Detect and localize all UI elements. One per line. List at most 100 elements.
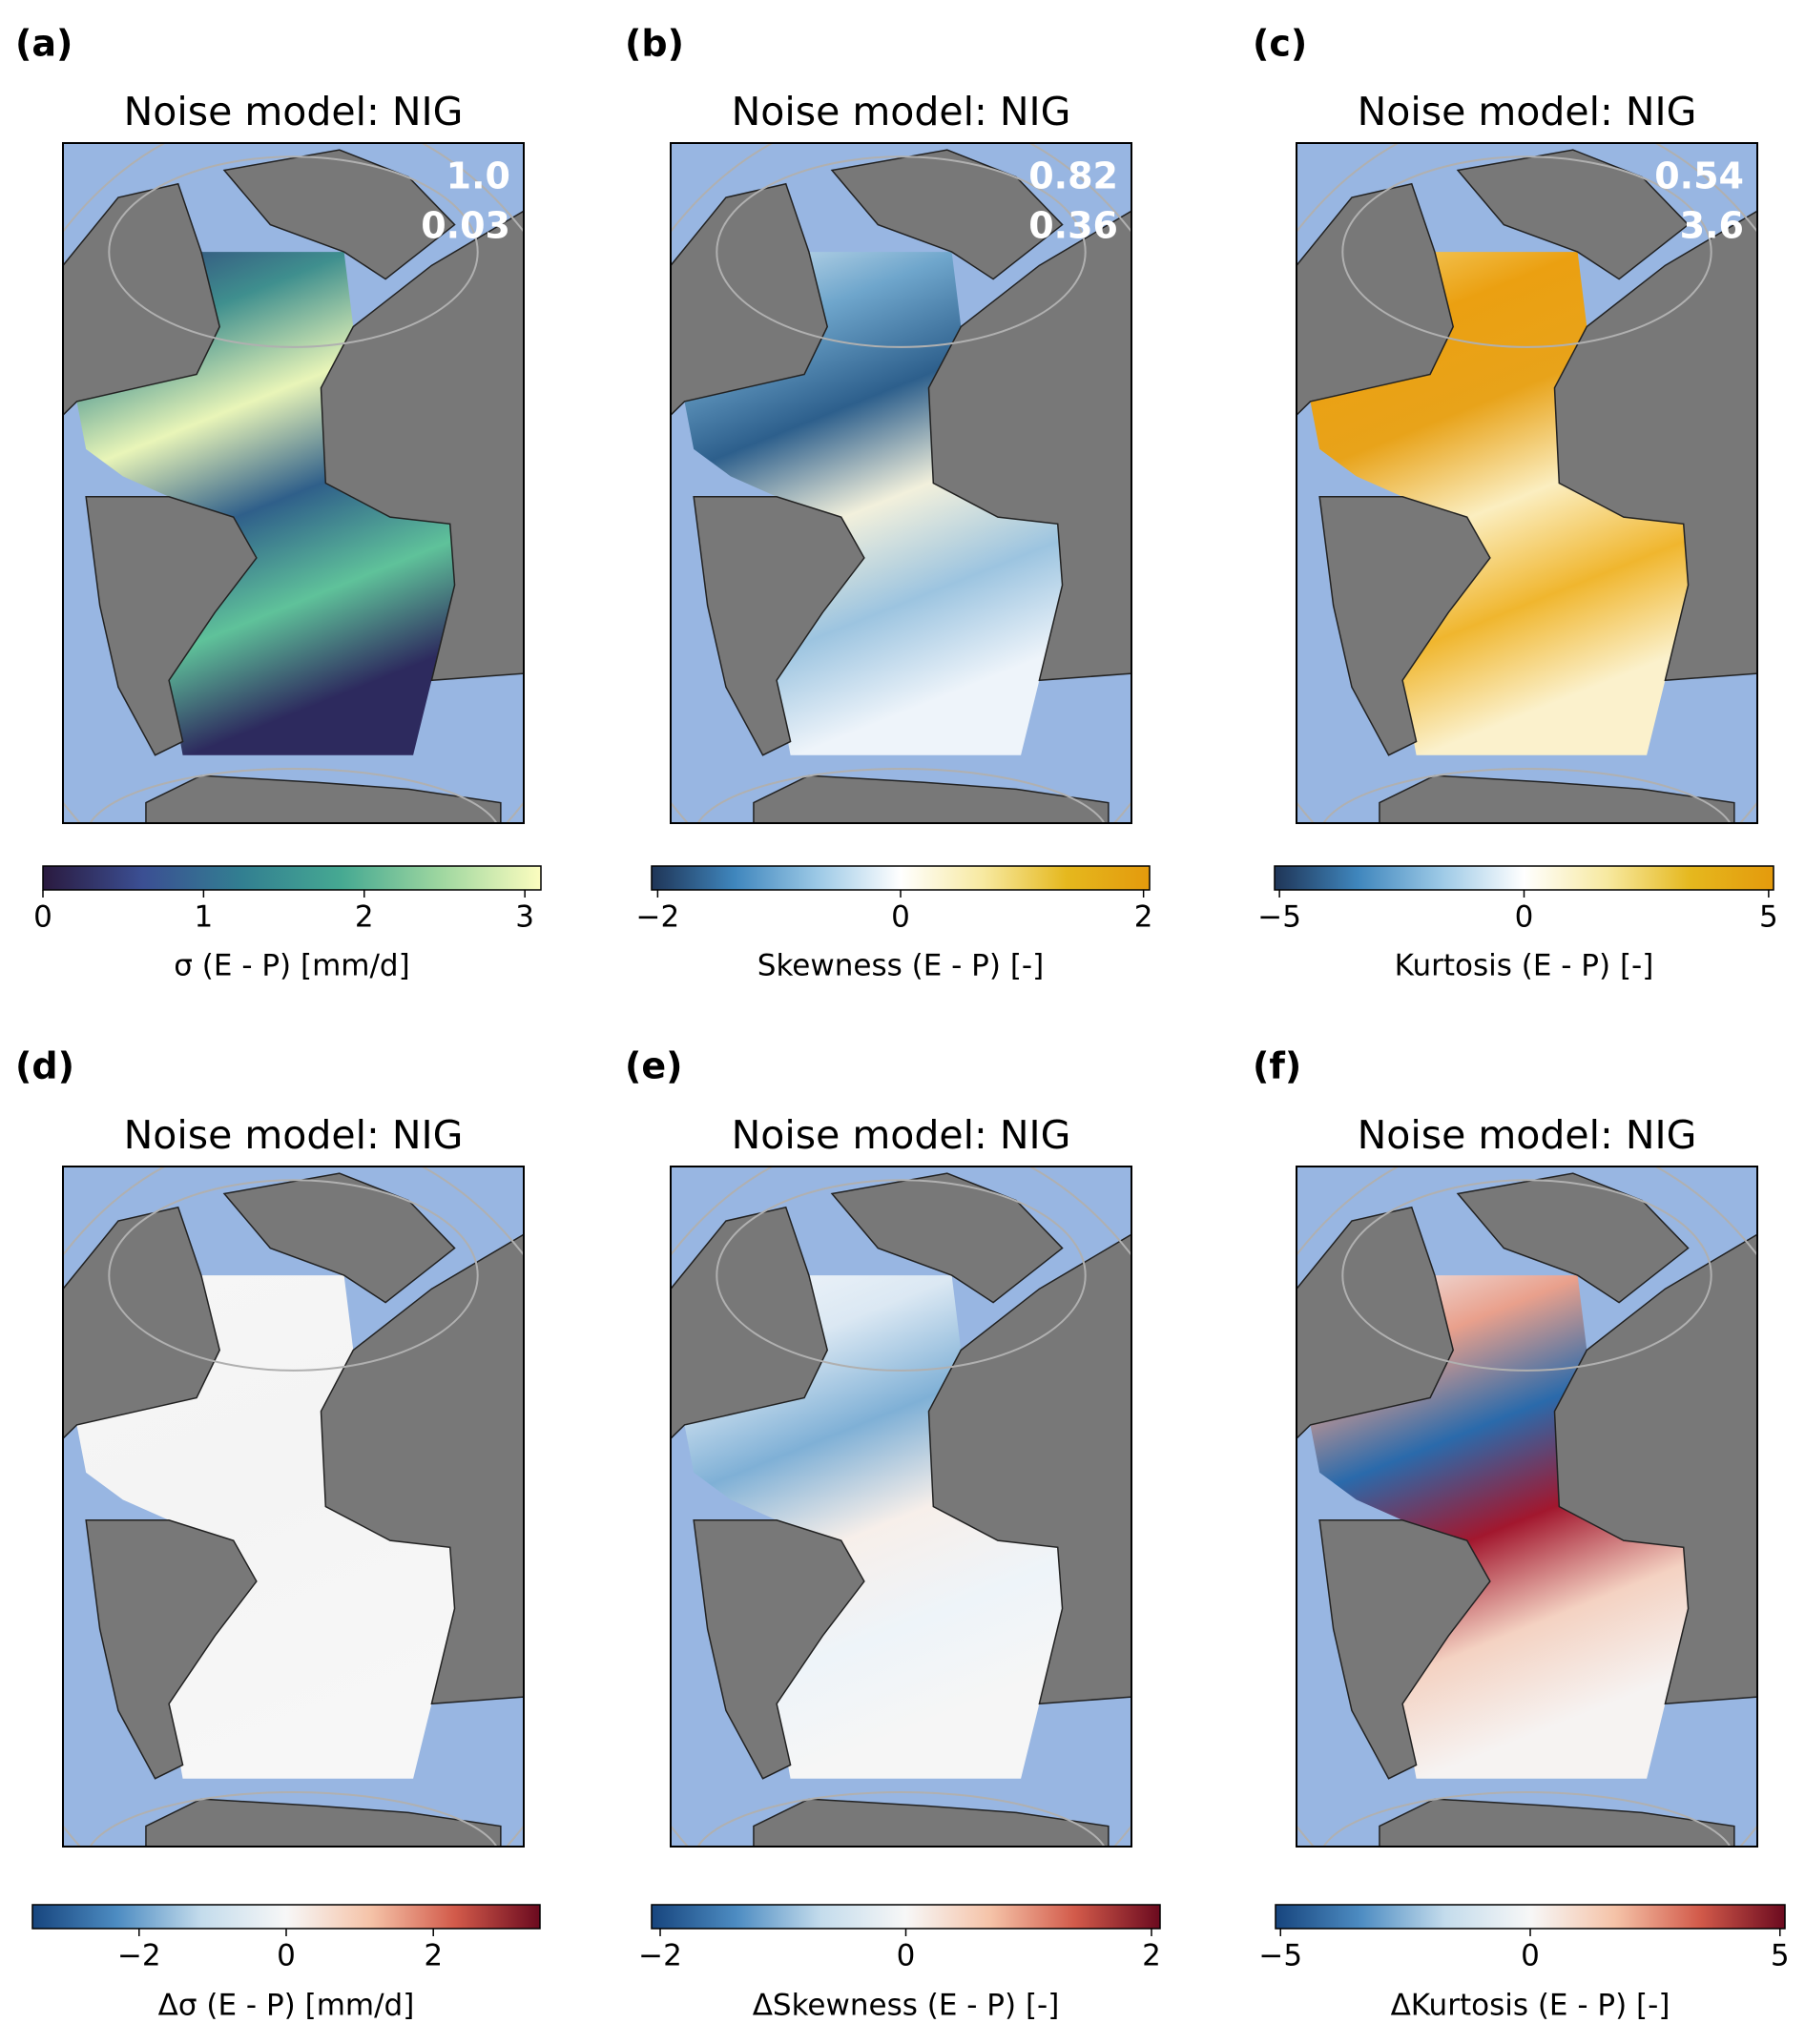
land bbox=[1553, 210, 1757, 682]
map-frame bbox=[1296, 142, 1758, 824]
panel-label: (c) bbox=[1253, 23, 1307, 65]
colorbar bbox=[31, 1904, 541, 1930]
map bbox=[1297, 1167, 1757, 1847]
colorbar-label: ΔSkewness (E - P) [-] bbox=[753, 1989, 1060, 2023]
tick-label: 2 bbox=[1142, 1939, 1161, 1973]
map-frame bbox=[62, 142, 525, 824]
panel: (b) Noise model: NIG 0.82 0.36 −2 0 2 Skewness … bbox=[625, 23, 1153, 983]
land bbox=[671, 182, 829, 417]
land bbox=[1456, 149, 1690, 280]
colorbar bbox=[1274, 865, 1774, 891]
tick-label: −2 bbox=[117, 1939, 161, 1973]
panel-title: Noise model: NIG bbox=[732, 89, 1071, 134]
map bbox=[671, 143, 1131, 823]
tick-label: 5 bbox=[1759, 900, 1778, 935]
land bbox=[830, 149, 1064, 280]
land bbox=[671, 1206, 829, 1440]
tick-label: −5 bbox=[1258, 1939, 1302, 1973]
tick-label: 5 bbox=[1771, 1939, 1790, 1973]
land bbox=[1456, 1172, 1690, 1304]
colorbar-label: ΔKurtosis (E - P) [-] bbox=[1391, 1989, 1670, 2023]
land bbox=[63, 182, 221, 417]
land bbox=[85, 496, 258, 756]
tick-label: 0 bbox=[1521, 1939, 1540, 1973]
graticule bbox=[108, 1179, 479, 1372]
map-frame bbox=[670, 142, 1132, 824]
map-frame bbox=[670, 1166, 1132, 1848]
colorbar-label: Kurtosis (E - P) [-] bbox=[1395, 949, 1654, 983]
map bbox=[63, 143, 524, 823]
land bbox=[1318, 496, 1491, 756]
stat-value: 3.6 bbox=[1680, 205, 1744, 247]
panel-title: Noise model: NIG bbox=[124, 89, 464, 134]
map bbox=[1297, 143, 1757, 823]
land bbox=[222, 1172, 456, 1304]
land bbox=[63, 1206, 221, 1440]
graticule bbox=[696, 767, 1106, 823]
land bbox=[1297, 182, 1455, 417]
colorbar-label: Δσ (E - P) [mm/d] bbox=[158, 1989, 415, 2023]
colorbar bbox=[651, 1904, 1161, 1930]
panel: (a) Noise model: NIG 1.0 0.03 0 1 2 3 σ (E - P) … bbox=[15, 23, 542, 983]
panel-label: (d) bbox=[15, 1045, 74, 1087]
stat-value: 0.54 bbox=[1654, 155, 1744, 197]
tick-label: 2 bbox=[355, 900, 374, 935]
panel: (f) Noise model: NIG −5 0 5 ΔKurtosis (E - P)… bbox=[1253, 1045, 1790, 2023]
panel-title: Noise model: NIG bbox=[124, 1112, 464, 1158]
map bbox=[671, 1167, 1131, 1847]
map-frame bbox=[1296, 1166, 1758, 1848]
data-field bbox=[684, 1275, 1063, 1779]
tick-label: 3 bbox=[515, 900, 534, 935]
graticule bbox=[89, 1790, 498, 1847]
graticule bbox=[716, 1179, 1087, 1372]
land bbox=[753, 774, 1110, 823]
data-field bbox=[1310, 1275, 1689, 1779]
land bbox=[320, 210, 524, 682]
land bbox=[830, 1172, 1064, 1304]
land bbox=[85, 1519, 258, 1780]
colorbar bbox=[42, 865, 542, 891]
land bbox=[1379, 1798, 1735, 1847]
graticule bbox=[1341, 1179, 1712, 1372]
land bbox=[927, 1233, 1131, 1705]
data-field bbox=[76, 252, 455, 755]
tick-label: 0 bbox=[897, 1939, 916, 1973]
tick-label: 2 bbox=[1134, 900, 1153, 935]
panel: (c) Noise model: NIG 0.54 3.6 −5 0 5 Kurtosis (… bbox=[1253, 23, 1778, 983]
graticule bbox=[89, 767, 498, 823]
land bbox=[1318, 1519, 1491, 1780]
panel: (d) Noise model: NIG −2 0 2 Δσ (E - P) [mm/d] bbox=[15, 1045, 541, 2023]
land bbox=[1297, 1206, 1455, 1440]
stat-value: 0.03 bbox=[421, 205, 510, 247]
land bbox=[222, 149, 456, 280]
tick-label: 0 bbox=[1515, 900, 1534, 935]
panel: (e) Noise model: NIG −2 0 2 ΔSkewness (E - P)… bbox=[625, 1045, 1161, 2023]
tick-label: 1 bbox=[195, 900, 214, 935]
colorbar bbox=[1275, 1904, 1786, 1930]
tick-label: 2 bbox=[424, 1939, 443, 1973]
tick-label: 0 bbox=[891, 900, 910, 935]
tick-label: −5 bbox=[1257, 900, 1301, 935]
graticule bbox=[108, 155, 479, 348]
data-field bbox=[1310, 252, 1689, 755]
colorbar bbox=[651, 865, 1151, 891]
land bbox=[927, 210, 1131, 682]
land bbox=[145, 1798, 502, 1847]
land bbox=[693, 496, 865, 756]
tick-label: −2 bbox=[636, 900, 680, 935]
panel-title: Noise model: NIG bbox=[1358, 89, 1697, 134]
graticule bbox=[1322, 1790, 1732, 1847]
land bbox=[753, 1798, 1110, 1847]
land bbox=[1379, 774, 1735, 823]
map bbox=[63, 1167, 524, 1847]
tick-label: 0 bbox=[33, 900, 52, 935]
tick-label: 0 bbox=[277, 1939, 296, 1973]
panel-label: (a) bbox=[15, 23, 73, 65]
colorbar-label: Skewness (E - P) [-] bbox=[757, 949, 1044, 983]
panel-title: Noise model: NIG bbox=[1358, 1112, 1697, 1158]
stat-value: 0.36 bbox=[1028, 205, 1118, 247]
panel-label: (e) bbox=[625, 1045, 683, 1087]
stat-value: 0.82 bbox=[1028, 155, 1118, 197]
data-field bbox=[684, 252, 1063, 755]
